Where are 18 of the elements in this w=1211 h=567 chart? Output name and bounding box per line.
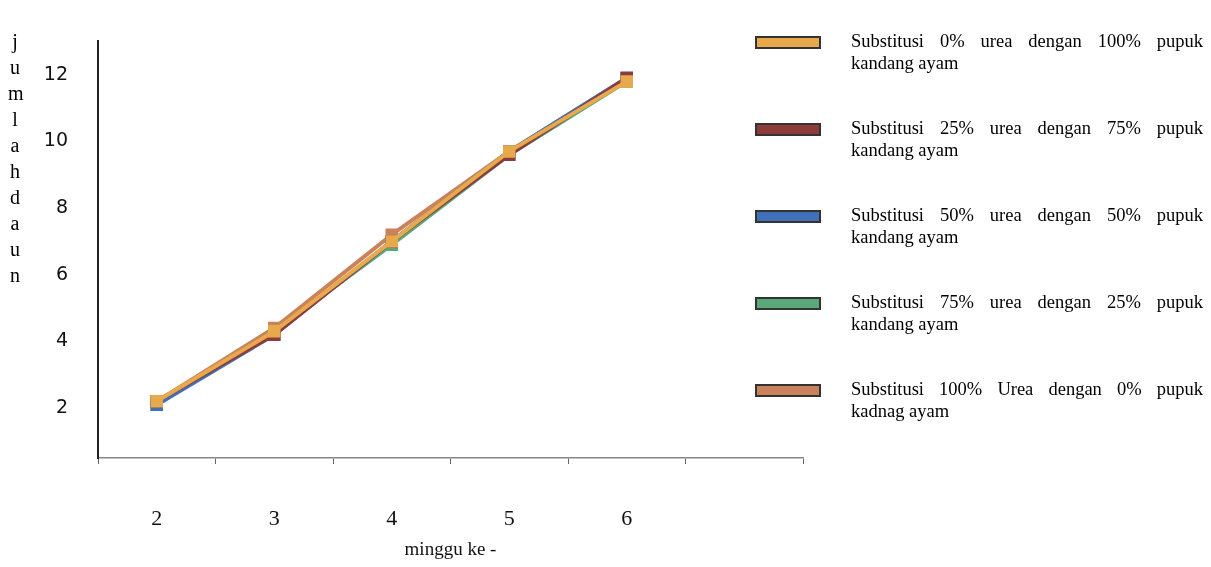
y-tick-label: 4 — [55, 328, 68, 351]
x-tick-label: 3 — [268, 504, 280, 530]
x-tick-label: 2 — [151, 504, 163, 530]
legend-label: Substitusi 100% Urea dengan 0% pupuk kadnag ayam — [851, 378, 1203, 422]
y-tick-label: 6 — [55, 261, 68, 284]
y-tick-label: 8 — [55, 194, 68, 217]
legend-label: Substitusi 50% urea dengan 50% pupuk kandang ayam — [851, 204, 1203, 248]
legend-label: Substitusi 0% urea dengan 100% pupuk kandang ayam — [851, 30, 1203, 74]
x-tick-label: 6 — [621, 504, 633, 530]
y-tick-label: 10 — [43, 128, 68, 151]
legend-label: Substitusi 75% urea dengan 25% pupuk kandang ayam — [851, 291, 1203, 335]
x-axis-title: minggu ke - — [404, 537, 497, 559]
x-tick-label: 4 — [386, 504, 398, 530]
y-tick-label: 2 — [55, 394, 68, 417]
text: jumlah daun — [8, 30, 24, 286]
y-tick-label: 12 — [43, 61, 68, 84]
legend-label: Substitusi 25% urea dengan 75% pupuk kandang ayam — [851, 117, 1203, 161]
x-tick-label: 5 — [503, 504, 515, 530]
